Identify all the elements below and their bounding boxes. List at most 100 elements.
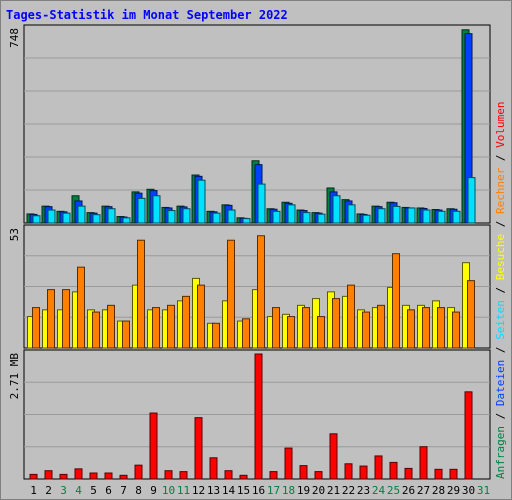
bar-volumen-day-2 [44,470,53,480]
bar-seiten-day-28 [437,210,446,224]
bar-rechner-day-2 [47,289,55,349]
bar-volumen-day-29 [449,468,458,480]
legend-entry: / [494,214,507,234]
x-tick-label-day-14: 14 [222,484,236,497]
x-tick-label-day-15: 15 [237,484,250,497]
bar-rechner-day-21 [332,298,340,349]
bar-volumen-day-10 [164,470,173,480]
x-tick-label-day-3: 3 [60,484,67,497]
x-tick-label-day-11: 11 [177,484,190,497]
bar-rechner-day-24 [377,304,385,349]
x-tick-label-day-9: 9 [150,484,157,497]
x-tick-label-day-29: 29 [447,484,460,497]
bar-rechner-day-17 [272,307,280,349]
bar-seiten-day-29 [452,210,461,224]
bar-seiten-day-21 [332,195,341,224]
bar-seiten-day-3 [62,212,71,224]
bar-seiten-day-14 [227,209,236,224]
bar-volumen-day-7 [119,474,128,480]
bar-rechner-day-27 [422,307,430,349]
chart-title: Tages-Statistik im Monat September 2022 [6,8,288,22]
bar-volumen-day-21 [329,433,338,480]
x-tick-label-day-16: 16 [252,484,265,497]
y-axis-max-label: 748 [8,28,21,48]
x-tick-label-day-4: 4 [75,484,82,497]
legend-entry: Besuche [494,234,507,280]
bar-volumen-day-28 [434,468,443,480]
x-tick-label-day-30: 30 [462,484,475,497]
bar-volumen-day-30 [464,391,473,480]
bar-seiten-day-24 [377,208,386,224]
bar-seiten-day-6 [107,208,116,224]
x-tick-label-day-2: 2 [45,484,52,497]
bar-volumen-day-15 [239,474,248,480]
x-tick-label-day-10: 10 [162,484,175,497]
x-tick-label-day-20: 20 [312,484,325,497]
x-axis-day-labels: 1 2 3 4 5 6 7 8 9 10 11 12 13 14 15 16 17 18 19 20 21 22 23 24 2… [30,484,490,497]
bar-volumen-day-13 [209,457,218,480]
x-tick-label-day-31: 31 [477,484,490,497]
bar-seiten-day-25 [392,205,401,224]
bar-seiten-day-1 [32,215,41,224]
bar-rechner-day-14 [227,239,235,349]
legend-entry: / [494,148,507,168]
bar-volumen-day-11 [179,471,188,480]
bar-seiten-day-30 [467,177,476,224]
bar-volumen-day-22 [344,463,353,480]
bar-seiten-day-23 [362,214,371,224]
x-tick-label-day-24: 24 [372,484,386,497]
legend-entry: / [494,340,507,360]
bar-rechner-day-5 [92,311,100,349]
bar-seiten-day-20 [317,213,326,224]
bar-seiten-day-15 [242,218,251,224]
legend-entry: / [494,280,507,300]
bar-rechner-day-11 [182,295,190,349]
bar-volumen-day-19 [299,465,308,480]
x-tick-label-day-28: 28 [432,484,445,497]
bar-rechner-day-16 [257,235,265,349]
bar-volumen-day-20 [314,471,323,480]
bar-rechner-day-4 [77,266,85,349]
legend-entry: Volumen [494,101,507,147]
x-tick-label-day-8: 8 [135,484,142,497]
panel-visits: 53 [8,224,491,349]
bar-volumen-day-18 [284,447,293,480]
bar-rechner-day-1 [32,307,40,349]
bar-rechner-day-26 [407,309,415,349]
x-tick-label-day-12: 12 [192,484,205,497]
x-tick-label-day-19: 19 [297,484,310,497]
legend-entry: Rechner [494,167,507,214]
legend-entry: Dateien [494,360,507,406]
x-tick-label-day-1: 1 [30,484,37,497]
bar-seiten-day-5 [92,214,101,224]
x-tick-label-day-27: 27 [417,484,430,497]
bar-volumen-day-23 [359,465,368,480]
legend-entry: Anfragen [494,426,507,479]
bar-volumen-day-3 [59,473,68,480]
x-tick-label-day-23: 23 [357,484,370,497]
bar-rechner-day-18 [287,316,295,349]
x-tick-label-day-17: 17 [267,484,280,497]
chart-panels: 748 53 2.71 MB [8,24,491,480]
bar-rechner-day-15 [242,318,250,349]
x-tick-label-day-13: 13 [207,484,220,497]
bar-seiten-day-8 [137,197,146,224]
y-axis-max-label: 2.71 MB [8,353,21,400]
bar-seiten-day-19 [302,212,311,224]
bar-seiten-day-4 [77,205,86,224]
panel-hits: 748 [8,24,491,224]
x-tick-label-day-25: 25 [387,484,400,497]
x-tick-label-day-22: 22 [342,484,355,497]
bar-volumen-day-14 [224,470,233,480]
bar-rechner-day-10 [167,304,175,349]
bar-seiten-day-11 [182,208,191,224]
x-tick-label-day-6: 6 [105,484,112,497]
bar-rechner-day-30 [467,280,475,349]
bar-rechner-day-3 [62,289,70,349]
bar-rechner-day-25 [392,253,400,349]
bar-seiten-day-7 [122,217,131,224]
bar-volumen-day-24 [374,455,383,480]
x-tick-label-day-26: 26 [402,484,415,497]
y-axis-max-label: 53 [8,228,21,241]
